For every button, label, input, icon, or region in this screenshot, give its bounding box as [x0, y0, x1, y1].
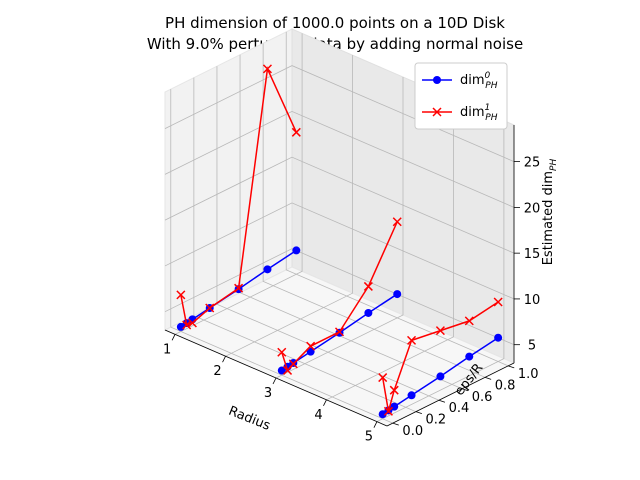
dim1_PH-point: [334, 327, 345, 337]
dim1_PH-point: [435, 326, 445, 336]
x-tick-mark: [323, 399, 327, 406]
z-tick-label: 10: [524, 293, 541, 308]
x-grid-line: [174, 33, 303, 335]
dim1_PH-point: [187, 318, 197, 328]
y-tick-mark: [461, 388, 469, 392]
y-tick-mark: [485, 376, 492, 380]
chart-title-line-1: PH dimension of 1000.0 points on a 10D D…: [165, 14, 505, 32]
dim1_PH-point: [383, 406, 393, 416]
x-tick-mark: [373, 421, 378, 428]
x-axis-label: Radius: [226, 404, 272, 434]
x-tick-mark: [171, 334, 176, 341]
x-grid-line: [275, 77, 404, 379]
dim0_PH-point: [378, 410, 387, 419]
y-tick-mark: [438, 399, 446, 403]
dim0_PH-point: [364, 308, 373, 317]
dim1_PH-point: [291, 127, 301, 137]
x-tick-mark: [222, 356, 226, 363]
dim0_PH-point: [436, 372, 445, 381]
dim0_PH-point: [306, 347, 315, 356]
dim1_PH-point: [464, 316, 474, 326]
z-grid-line: [164, 248, 515, 346]
y-tick-label: 1.0: [518, 367, 539, 382]
dim0_PH-point: [292, 246, 301, 255]
dim0_PH-point: [393, 290, 402, 299]
axis-ticks: 1 2 3 4 5 0.00.20.40.60.81.0 5 10 15 20 25: [163, 125, 540, 445]
legend: dim0 PH dim1 PH: [414, 62, 508, 130]
z-tick-label: 25: [524, 156, 541, 171]
legend-label-dim1: dim1 PH: [460, 103, 498, 123]
dim0_PH-point: [277, 366, 286, 375]
dim1_PH-point: [306, 341, 316, 351]
z-tick-label: 5: [528, 339, 536, 354]
dim0_PH-point: [494, 333, 503, 342]
y-tick-label: 0.0: [402, 424, 423, 439]
y-grid-line: [262, 43, 486, 378]
dim1_PH-point: [378, 373, 388, 383]
x-tick-label: 3: [264, 386, 272, 401]
x-grid-line: [376, 120, 505, 422]
dim1_PH-point: [176, 290, 186, 300]
y-tick-label: 0.6: [472, 390, 493, 405]
x-tick-label: 1: [163, 342, 171, 357]
y-tick-mark: [392, 422, 399, 426]
dim0_PH-point: [390, 402, 399, 411]
z-grid-line: [164, 202, 515, 300]
legend-marker-dim1: [432, 107, 442, 117]
z-grid-line: [164, 65, 515, 162]
x-tick-label: 4: [314, 408, 322, 423]
dim0_PH-point: [407, 391, 416, 400]
dim0_PH-point: [263, 265, 272, 274]
z-tick-label: 15: [524, 247, 541, 262]
z-axis-label: Estimated dimPH: [541, 159, 559, 266]
dim1_PH-point: [288, 359, 298, 369]
x-axis-line: [164, 329, 388, 427]
dim1_PH-point: [234, 283, 244, 293]
legend-label-dim0: dim0 PH: [460, 71, 498, 91]
y-tick-label: 0.8: [495, 378, 516, 393]
dim1_PH-point: [392, 217, 402, 227]
dim1_PH-point: [277, 347, 287, 357]
dim0_PH-point: [465, 352, 474, 361]
chart-title-line-2: With 9.0% perturbed data by adding norma…: [147, 35, 523, 53]
dim1_PH-point: [493, 297, 503, 307]
z-grid-line: [164, 156, 515, 254]
dim1_PH-point: [262, 64, 272, 74]
y-axis-line: [386, 362, 515, 427]
dim1_PH-point: [363, 281, 373, 291]
x-grid-line: [326, 98, 454, 401]
dim1_PH-point: [407, 335, 417, 345]
z-tick-label: 20: [524, 201, 541, 216]
x-tick-mark: [272, 377, 277, 385]
legend-marker-dim0: [433, 76, 441, 84]
y-tick-label: 0.2: [426, 413, 447, 428]
y-tick-mark: [415, 411, 422, 415]
y-tick-label: 0.4: [449, 401, 470, 416]
data-series: [176, 64, 503, 419]
y-tick-mark: [508, 365, 515, 369]
x-tick-label: 2: [213, 364, 221, 379]
x-tick-label: 5: [365, 430, 373, 445]
x-grid-line: [225, 55, 353, 357]
dim1_PH-point: [389, 385, 399, 395]
y-grid-line: [170, 89, 393, 424]
y-grid-line: [216, 66, 440, 401]
dim1_PH-point: [205, 303, 215, 313]
z-grid-line: [164, 110, 515, 208]
dim1_PH-point: [182, 320, 192, 330]
